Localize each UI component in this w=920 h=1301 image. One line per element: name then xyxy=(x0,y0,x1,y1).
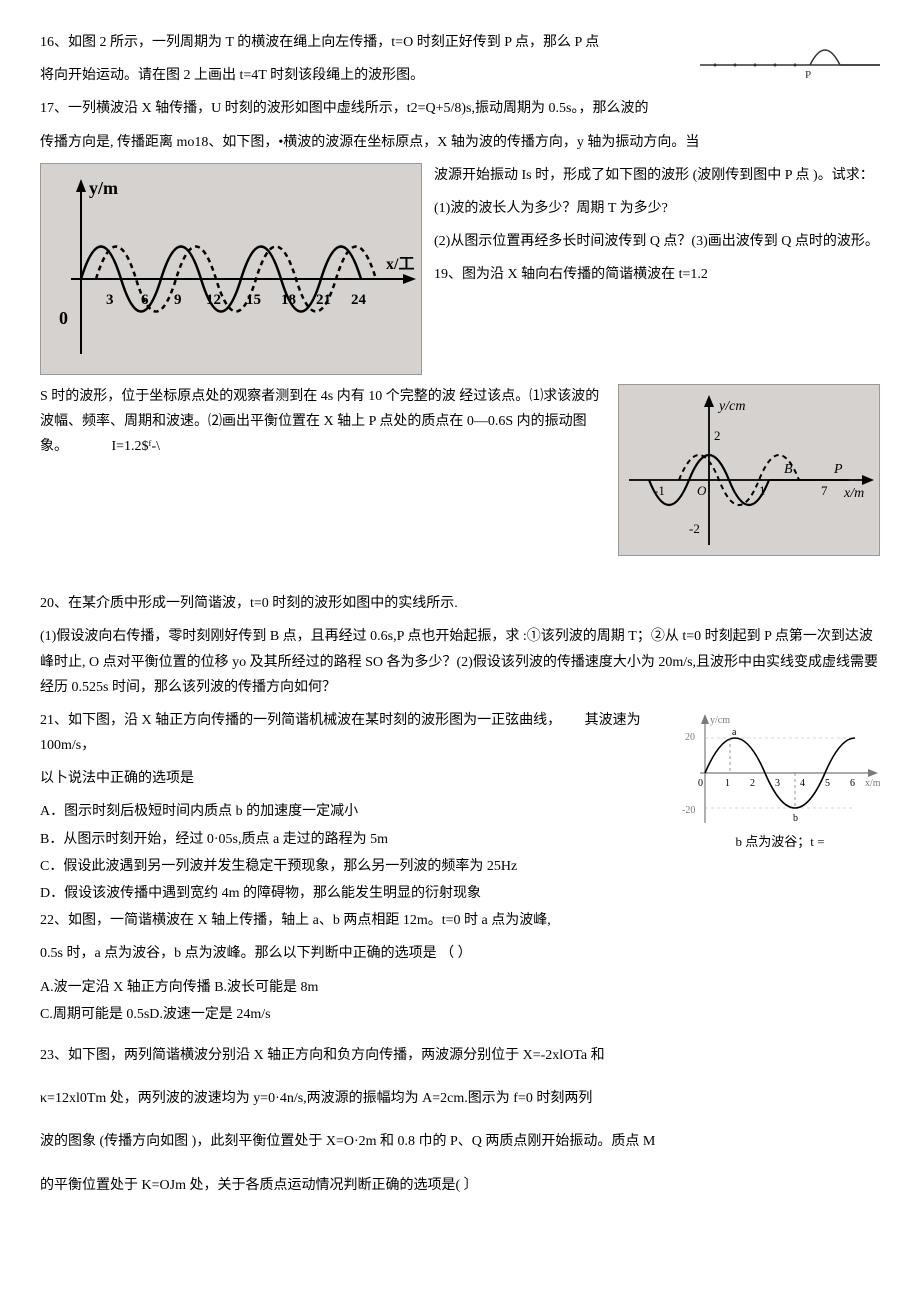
q22-stem2: 0.5s 时，a 点为波谷，b 点为波峰。那么以下判断中正确的选项是 （ ） xyxy=(40,946,472,961)
svg-text:15: 15 xyxy=(246,292,261,308)
q16-text2: 将向开始运动。请在图 2 上画出 t=4T 时刻该段绳上的波形图。 xyxy=(40,68,424,83)
q19-formula: I=1.2$ᶠ-\ xyxy=(112,439,161,454)
q23-line2: κ=12xl0Tm 处，两列波的波速均为 y=0·4n/s,两波源的振幅均为 A… xyxy=(40,1091,592,1106)
svg-text:x/m: x/m xyxy=(865,778,880,789)
q21-D: D．假设该波传播中遇到宽约 4m 的障碍物，那么能发生明显的衍射现象 xyxy=(40,886,481,901)
q23-line1: 23、如下图，两列简谐横波分别沿 X 轴正方向和负方向传播，两波源分别位于 X=… xyxy=(40,1048,605,1063)
q17-svg: y/m x/工 0 3 6 9 12 15 18 21 24 xyxy=(41,164,421,374)
q19-line2: S 时的波形，位于坐标原点处的观察者测到在 4s 内有 10 个完整的波 xyxy=(40,389,456,404)
q22-C: C.周期可能是 0.5sD.波速一定是 24m/s xyxy=(40,1007,271,1022)
svg-text:21: 21 xyxy=(316,292,331,308)
q17-figure: y/m x/工 0 3 6 9 12 15 18 21 24 xyxy=(40,163,422,375)
q17-line1: 17、一列横波沿 X 轴传播，U 时刻的波形如图中虚线所示，t2=Q+5/8)s… xyxy=(40,101,648,116)
q21-figure-wrap: y/cm x/m 20 -20 0 1 2 3 4 5 6 a b b 点为波谷… xyxy=(680,708,880,853)
svg-text:6: 6 xyxy=(850,778,855,789)
svg-text:-20: -20 xyxy=(682,805,695,816)
q17-line1-row: 17、一列横波沿 X 轴传播，U 时刻的波形如图中虚线所示，t2=Q+5/8)s… xyxy=(40,96,880,121)
q17-sub2: (2)从图示位置再经多长时间波传到 Q 点？(3)画出波传到 Q 点时的波形。 xyxy=(434,234,879,249)
q21-A: A．图示时刻后极短时间内质点 b 的加速度一定减小 xyxy=(40,804,358,819)
q19-svg: y/cm x/m 2 -2 -1 O 1 B P 7 xyxy=(619,385,879,555)
q22-stem: 22、如图，一简谐横波在 X 轴上传播，轴上 a、b 两点相距 12m。t=0 … xyxy=(40,913,551,928)
q23-line4: 的平衡位置处于 K=OJm 处，关于各质点运动情况判断正确的选项是( 〕 xyxy=(40,1178,478,1193)
svg-text:20: 20 xyxy=(685,732,695,743)
q21-stem2: 以卜说法中正确的选项是 xyxy=(40,771,194,786)
svg-text:y/cm: y/cm xyxy=(710,715,730,726)
q17-fig-wrap: y/m x/工 0 3 6 9 12 15 18 21 24 xyxy=(40,163,422,384)
q20-line2: (1)假设波向右传播，零时刻刚好传到 B 点，且再经过 0.6s,P 点也开始起… xyxy=(40,629,878,694)
svg-text:0: 0 xyxy=(698,778,703,789)
svg-text:7: 7 xyxy=(821,483,828,498)
q21-caption: b 点为波谷；t = xyxy=(680,830,880,853)
q16-text: 16、如图 2 所示，一列周期为 T 的横波在绳上向左传播，t=O 时刻正好传到… xyxy=(40,35,599,50)
q17-right-text: 波源开始振动 Is 时，形成了如下图的波形 (波刚传到图中 P 点 )。试求： … xyxy=(434,163,880,296)
q19-line4: 象。 xyxy=(40,439,68,454)
svg-text:b: b xyxy=(793,813,798,824)
q19-line1: 19、图为沿 X 轴向右传播的简谐横波在 t=1.2 xyxy=(434,267,708,282)
svg-text:1: 1 xyxy=(725,778,730,789)
q21-C: C．假设此波遇到另一列波并发生稳定干预现象，那么另一列波的频率为 25Hz xyxy=(40,859,517,874)
q16-block: P 16、如图 2 所示，一列周期为 T 的横波在绳上向左传播，t=O 时刻正好… xyxy=(40,30,880,55)
svg-text:x/m: x/m xyxy=(843,486,864,501)
q21-svg: y/cm x/m 20 -20 0 1 2 3 4 5 6 a b xyxy=(680,708,880,828)
q20-line1: 20、在某介质中形成一列简谐波，t=0 时刻的波形如图中的实线所示. xyxy=(40,596,458,611)
q17-line3: 波源开始振动 Is 时，形成了如下图的波形 (波刚传到图中 P 点 )。试求： xyxy=(434,168,874,183)
svg-text:O: O xyxy=(697,483,707,498)
svg-text:a: a xyxy=(732,727,737,738)
q16-p-label: P xyxy=(805,69,811,80)
q22-A: A.波一定沿 X 轴正方向传播 B.波长可能是 8m xyxy=(40,980,318,995)
q17-zero: 0 xyxy=(59,308,68,328)
q17-xlabel: x/工 xyxy=(386,256,414,273)
q17-ylabel: y/m xyxy=(89,178,118,198)
q19-figure: y/cm x/m 2 -2 -1 O 1 B P 7 xyxy=(618,384,880,556)
svg-text:2: 2 xyxy=(750,778,755,789)
q23-line3: 波的图象 (传播方向如图 )，此刻平衡位置处于 X=O·2m 和 0.8 巾的 … xyxy=(40,1134,655,1149)
svg-text:3: 3 xyxy=(106,292,114,308)
q17-sub1: (1)波的波长人为多少？周期 T 为多少? xyxy=(434,201,668,216)
q16-figure: P xyxy=(700,30,880,80)
svg-text:2: 2 xyxy=(714,428,721,443)
q16-svg: P xyxy=(700,30,880,80)
svg-text:-2: -2 xyxy=(689,521,700,536)
svg-text:24: 24 xyxy=(351,292,367,308)
q17-line2-row: 传播方向是, 传播距离 mo18、如下图，•横波的波源在坐标原点，X 轴为波的传… xyxy=(40,130,880,155)
q17-line2: 传播方向是, 传播距离 mo18、如下图，•横波的波源在坐标原点，X 轴为波的传… xyxy=(40,135,699,150)
svg-text:9: 9 xyxy=(174,292,182,308)
svg-text:3: 3 xyxy=(775,778,780,789)
svg-text:5: 5 xyxy=(825,778,830,789)
svg-text:P: P xyxy=(833,462,843,477)
q21-stem: 21、如下图，沿 X 轴正方向传播的一列简谐机械波在某时刻的波形图为一正弦曲线， xyxy=(40,713,561,728)
svg-text:y/cm: y/cm xyxy=(717,399,745,414)
q21-B: B．从图示时刻开始，经过 0·05s,质点 a 走过的路程为 5m xyxy=(40,832,388,847)
svg-text:4: 4 xyxy=(800,778,805,789)
q19-figure-wrap: y/cm x/m 2 -2 -1 O 1 B P 7 xyxy=(618,384,880,565)
